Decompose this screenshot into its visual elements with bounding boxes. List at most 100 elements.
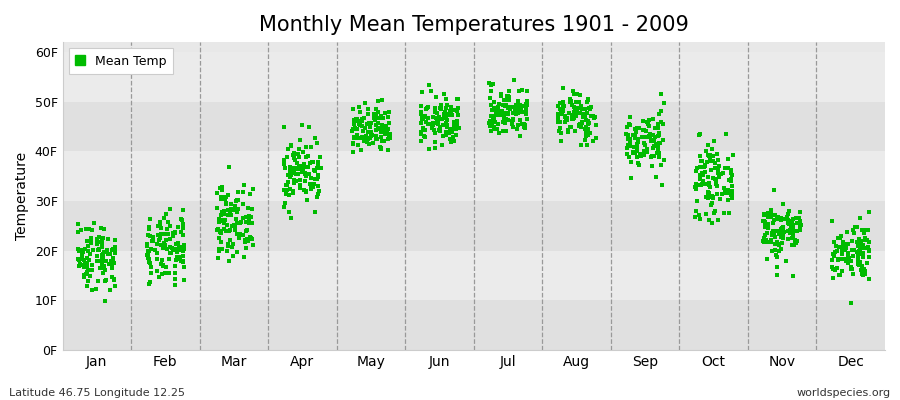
- Point: [710, 170, 724, 176]
- Point: [356, 128, 370, 134]
- Point: [92, 246, 106, 253]
- Point: [108, 282, 122, 289]
- Point: [291, 171, 305, 177]
- Point: [760, 230, 774, 236]
- Point: [301, 164, 315, 170]
- Point: [310, 194, 324, 201]
- Point: [725, 172, 740, 178]
- Point: [169, 246, 184, 252]
- Point: [242, 220, 256, 226]
- Point: [644, 137, 658, 144]
- Point: [219, 194, 233, 200]
- Point: [711, 169, 725, 176]
- Point: [95, 252, 110, 259]
- Point: [493, 108, 508, 114]
- Point: [218, 216, 232, 223]
- Point: [86, 247, 100, 253]
- Point: [210, 190, 224, 196]
- Point: [151, 222, 166, 229]
- Point: [105, 273, 120, 280]
- Bar: [62, 52, 885, 102]
- Point: [562, 124, 577, 130]
- Point: [586, 138, 600, 144]
- Point: [756, 218, 770, 224]
- Point: [149, 256, 164, 262]
- Point: [514, 120, 528, 127]
- Point: [71, 220, 86, 227]
- Point: [297, 164, 311, 170]
- Point: [425, 122, 439, 128]
- Point: [77, 246, 92, 252]
- Point: [717, 186, 732, 193]
- Point: [700, 173, 715, 180]
- Point: [286, 164, 301, 171]
- Point: [651, 124, 665, 131]
- Point: [702, 216, 716, 223]
- Point: [708, 176, 723, 182]
- Point: [719, 189, 733, 196]
- Point: [692, 132, 706, 138]
- Point: [786, 232, 800, 239]
- Point: [519, 106, 534, 112]
- Point: [236, 189, 250, 196]
- Point: [228, 207, 242, 213]
- Point: [688, 186, 703, 192]
- Point: [485, 107, 500, 113]
- Point: [382, 135, 397, 141]
- Point: [767, 186, 781, 193]
- Point: [283, 174, 297, 180]
- Point: [176, 207, 190, 213]
- Point: [170, 240, 184, 246]
- Point: [569, 99, 583, 106]
- Point: [283, 186, 297, 192]
- Point: [173, 254, 187, 260]
- Point: [279, 191, 293, 198]
- Point: [308, 176, 322, 182]
- Point: [622, 136, 636, 142]
- Point: [652, 150, 666, 156]
- Point: [856, 250, 870, 256]
- Point: [104, 258, 119, 264]
- Point: [87, 220, 102, 226]
- Point: [698, 164, 712, 170]
- Point: [623, 114, 637, 120]
- Point: [831, 256, 845, 263]
- Point: [238, 219, 253, 225]
- Point: [153, 219, 167, 225]
- Point: [845, 226, 859, 233]
- Point: [84, 240, 98, 246]
- Point: [176, 242, 191, 248]
- Point: [223, 236, 238, 243]
- Point: [101, 251, 115, 257]
- Point: [557, 113, 572, 120]
- Point: [649, 141, 663, 148]
- Point: [855, 245, 869, 252]
- Point: [502, 93, 517, 100]
- Point: [427, 122, 441, 128]
- Point: [766, 228, 780, 234]
- Point: [826, 253, 841, 259]
- Point: [630, 137, 644, 143]
- Point: [693, 182, 707, 188]
- Point: [349, 135, 364, 141]
- Point: [418, 112, 432, 119]
- Point: [757, 212, 771, 218]
- Point: [836, 242, 850, 248]
- Point: [370, 136, 384, 143]
- Point: [277, 158, 292, 164]
- Point: [140, 251, 155, 258]
- Point: [220, 242, 235, 249]
- Point: [220, 192, 235, 198]
- Point: [142, 279, 157, 285]
- Point: [428, 94, 443, 100]
- Point: [234, 218, 248, 225]
- Point: [487, 112, 501, 119]
- Point: [773, 234, 788, 240]
- Point: [824, 257, 839, 263]
- Point: [565, 88, 580, 94]
- Point: [417, 114, 431, 120]
- Point: [76, 249, 90, 256]
- Point: [310, 161, 325, 168]
- Point: [418, 134, 432, 140]
- Point: [240, 237, 255, 244]
